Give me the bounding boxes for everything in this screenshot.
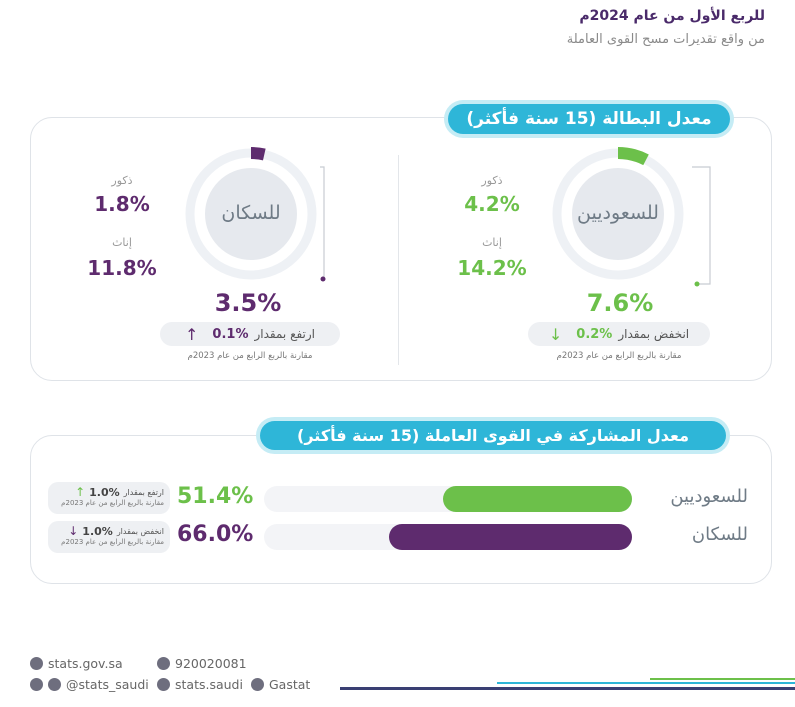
footer-decorative-line-green bbox=[650, 678, 795, 680]
population-female-label: إناث bbox=[112, 236, 132, 249]
globe-icon bbox=[30, 657, 43, 670]
arrow-up-icon: ↑ bbox=[185, 324, 199, 344]
phone-icon bbox=[157, 657, 170, 670]
participation-saudis-change-text: ارتفع بمقدار bbox=[123, 487, 164, 497]
unemployment-title-pill: معدل البطالة (15 سنة فأكثر) bbox=[448, 104, 730, 134]
footer-phone[interactable]: 920020081 bbox=[157, 656, 247, 671]
population-female-value: 11.8% bbox=[87, 256, 157, 280]
participation-saudis-track bbox=[264, 486, 632, 512]
footer-decorative-line-navy bbox=[340, 687, 795, 690]
population-circle-label: للسكان bbox=[221, 202, 281, 224]
footer-linkedin[interactable]: Gastat bbox=[251, 677, 310, 692]
saudis-change-badge: انخفض بمقدار 0.2% ↓ bbox=[528, 322, 710, 346]
population-comparison-note: مقارنة بالربع الرابع من عام 2023م bbox=[187, 351, 313, 361]
x-icon bbox=[30, 678, 43, 691]
population-male-value: 1.8% bbox=[94, 192, 150, 216]
footer-website[interactable]: stats.gov.sa bbox=[30, 656, 123, 671]
population-change-badge: ارتفع بمقدار 0.1% ↑ bbox=[160, 322, 340, 346]
saudis-male-label: ذكور bbox=[481, 174, 503, 187]
arrow-up-icon: ↑ bbox=[75, 485, 86, 499]
footer-linkedin-text: Gastat bbox=[269, 677, 311, 692]
population-male-label: ذكور bbox=[111, 174, 133, 187]
population-rate-arc bbox=[250, 147, 266, 161]
participation-saudis-label: للسعوديين bbox=[670, 486, 748, 507]
saudis-circle-label: للسعوديين bbox=[577, 202, 659, 224]
saudis-female-label: إناث bbox=[482, 236, 502, 249]
saudis-donut-ring bbox=[552, 147, 684, 280]
population-donut-ring bbox=[185, 147, 317, 280]
linkedin-icon bbox=[251, 678, 264, 691]
report-source-subtitle: من واقع تقديرات مسح القوى العاملة bbox=[566, 32, 765, 47]
participation-population-track bbox=[264, 524, 632, 550]
population-leader-line bbox=[320, 166, 326, 282]
participation-saudis-bar bbox=[442, 486, 632, 512]
participation-population-change-text: انخفض بمقدار bbox=[116, 526, 164, 536]
population-change-value: 0.1% bbox=[212, 326, 249, 342]
participation-saudis-value: 51.4% bbox=[177, 484, 254, 509]
saudis-leader-line bbox=[692, 166, 711, 287]
instagram-icon bbox=[48, 678, 61, 691]
arrow-down-icon: ↓ bbox=[548, 324, 563, 344]
saudis-rate-arc bbox=[617, 147, 649, 166]
footer-website-text: stats.gov.sa bbox=[48, 656, 123, 671]
saudis-change-value: 0.2% bbox=[576, 326, 613, 342]
participation-saudis-change-badge: ارتفع بمقدار 1.0% ↑ مقارنة بالربع الرابع… bbox=[48, 482, 170, 514]
saudis-female-value: 14.2% bbox=[457, 256, 527, 280]
report-period-title: للربع الأول من عام 2024م bbox=[579, 8, 765, 24]
participation-population-bar bbox=[389, 524, 632, 550]
participation-saudis-change-value: 1.0% bbox=[89, 485, 120, 499]
participation-title-pill: معدل المشاركة في القوى العاملة (15 سنة ف… bbox=[260, 421, 726, 450]
population-donut bbox=[183, 146, 319, 282]
participation-population-note: مقارنة بالربع الرابع من عام 2023م bbox=[61, 538, 164, 546]
footer-social-handle[interactable]: @stats_saudi bbox=[30, 677, 149, 692]
participation-population-label: للسكان bbox=[691, 524, 748, 545]
facebook-icon bbox=[157, 678, 170, 691]
footer-facebook-text: stats.saudi bbox=[175, 677, 243, 692]
card-divider bbox=[398, 155, 399, 365]
participation-population-change-value: 1.0% bbox=[82, 524, 113, 538]
population-rate: 3.5% bbox=[214, 289, 282, 317]
participation-population-value: 66.0% bbox=[177, 522, 254, 547]
saudis-donut bbox=[550, 146, 686, 282]
footer-social-handle-text: @stats_saudi bbox=[66, 677, 149, 692]
participation-saudis-note: مقارنة بالربع الرابع من عام 2023م bbox=[61, 499, 164, 507]
population-change-text: ارتفع بمقدار bbox=[254, 327, 315, 341]
participation-population-change-badge: انخفض بمقدار 1.0% ↓ مقارنة بالربع الرابع… bbox=[48, 521, 170, 553]
saudis-male-value: 4.2% bbox=[464, 192, 520, 216]
saudis-rate: 7.6% bbox=[586, 289, 654, 317]
saudis-comparison-note: مقارنة بالربع الرابع من عام 2023م bbox=[556, 351, 682, 361]
footer-facebook[interactable]: stats.saudi bbox=[157, 677, 243, 692]
footer-decorative-line-teal bbox=[497, 682, 795, 684]
saudis-change-text: انخفض بمقدار bbox=[618, 327, 690, 341]
footer-phone-text: 920020081 bbox=[175, 656, 247, 671]
arrow-down-icon: ↓ bbox=[68, 524, 79, 538]
